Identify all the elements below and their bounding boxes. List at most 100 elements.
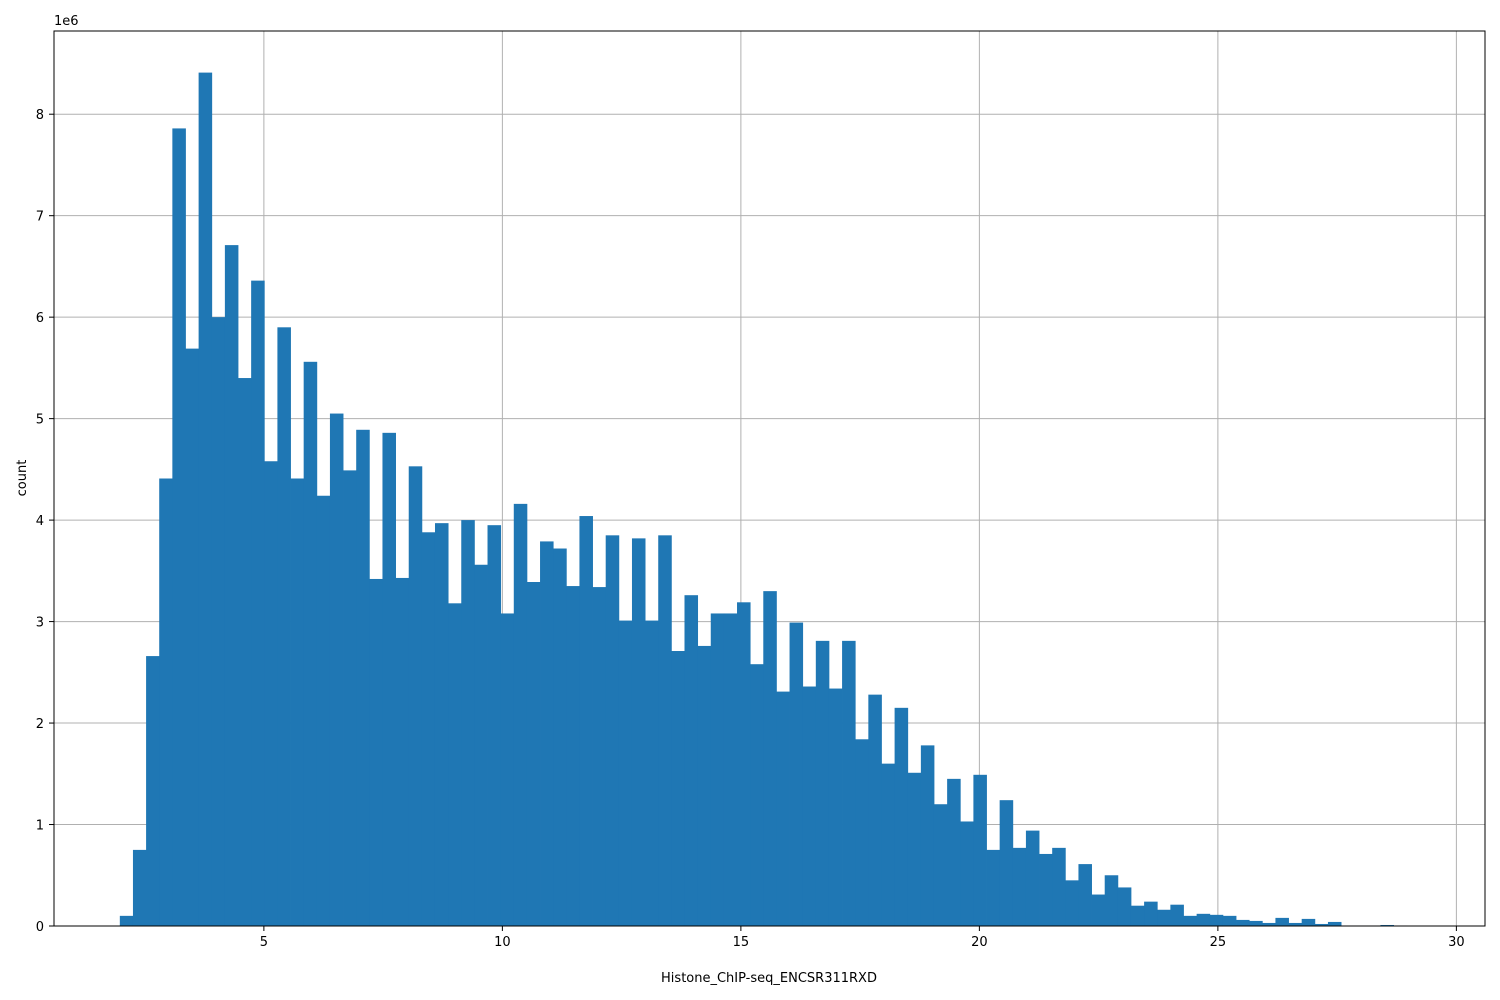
histogram-bar [1130,905,1145,926]
y-ticks: 0 1 2 3 4 5 6 7 8 [36,108,54,935]
y-tick-label: 6 [36,311,44,326]
x-tick-label: 30 [1448,935,1465,950]
histogram-bar [618,620,633,926]
histogram-bar [448,603,462,926]
histogram-bar [119,915,134,926]
histogram-bar [1275,917,1289,926]
y-tick-label: 0 [36,920,44,935]
histogram-bar [763,591,777,926]
histogram-bar [999,800,1014,926]
histogram-bar [277,327,291,927]
histogram-bar [645,620,659,926]
histogram-bar [1288,922,1303,926]
histogram-bar [710,613,725,926]
histogram-bar [671,651,685,926]
histogram-bar [1183,915,1198,926]
histogram-bar [789,622,804,926]
y-tick-label: 7 [36,210,44,225]
histogram-bar [540,541,554,926]
x-tick-label: 15 [733,935,750,950]
x-tick-label: 25 [1210,935,1227,950]
histogram-bar [1170,904,1184,926]
histogram-bar [1314,923,1329,926]
histogram-bar [395,577,410,926]
histogram-bar [1144,901,1158,926]
histogram-bar [566,586,580,926]
histogram-bar [868,694,882,926]
histogram-bar [159,478,173,926]
histogram-bar [1091,894,1106,926]
y-tick-label: 4 [36,514,44,529]
histogram-bar [1262,922,1276,926]
histogram-bar [238,378,252,927]
histogram-bar [920,745,935,926]
histogram-bar [894,707,909,926]
y-tick-label: 3 [36,616,44,631]
histogram-bar [1065,880,1079,926]
histogram-bar [933,804,948,926]
histogram-bar [1196,913,1211,926]
x-ticks: 5 10 15 20 25 30 [260,926,1465,950]
histogram-bar [369,578,383,926]
histogram-bar [1052,847,1066,926]
plot-frame [53,30,1486,927]
histogram-bar [329,413,344,926]
histogram-bar [434,523,449,926]
histogram-bar [1301,918,1316,926]
y-tick-label: 1 [36,819,44,834]
histogram-bar [172,128,186,926]
histogram-bar [474,564,488,926]
histogram-bar [408,466,423,926]
y-multiplier-label: 1e6 [54,14,79,29]
histogram-bar [802,686,817,926]
x-tick-label: 20 [971,935,988,950]
histogram-bar [658,535,672,926]
histogram-bar [1117,887,1132,926]
histogram-bar [631,538,646,926]
histogram-bar [513,503,528,926]
histogram-bar [723,613,738,926]
histogram-bar [579,516,593,926]
histogram-bar [290,478,305,926]
histogram-bar [1236,919,1250,926]
histogram-bar [132,849,147,926]
histogram-bar [750,664,764,926]
histogram-bar [1104,875,1119,926]
histogram-bar [421,532,436,926]
histogram-bar [960,821,974,926]
histogram-bar [1209,914,1224,926]
y-axis-label: count [15,460,30,497]
histogram-bar [1222,915,1237,926]
y-tick-label: 5 [36,413,44,428]
histogram-bar [224,245,239,926]
x-axis-label: Histone_ChIP-seq_ENCSR311RXD [661,971,877,986]
histogram-bar [251,280,265,926]
histogram-bar [1157,909,1171,926]
x-tick-label: 10 [494,935,511,950]
y-tick-label: 2 [36,717,44,732]
histogram-bar [973,774,987,926]
histogram-bar [264,461,278,926]
histogram-bar [356,429,370,926]
y-tick-label: 8 [36,108,44,123]
histogram-bar [1249,920,1263,926]
histogram-bar [1039,853,1053,926]
histogram-bar [592,587,607,926]
histogram-bar [881,763,896,926]
x-tick-label: 5 [260,935,268,950]
histogram-bar [487,525,502,926]
histogram-bar [605,535,620,926]
histogram-bar [198,72,213,926]
histogram-bar [461,520,475,926]
histogram-bar [842,640,856,926]
histogram-bar [737,602,751,926]
histogram-bar [211,317,226,926]
histogram-bar [1025,830,1040,926]
histogram-bar [684,595,699,926]
histogram-bar [776,691,790,926]
histogram-bar [146,656,160,926]
histogram-bar [1380,924,1395,926]
histogram-bar [1078,864,1092,926]
histogram-bar [815,640,830,926]
